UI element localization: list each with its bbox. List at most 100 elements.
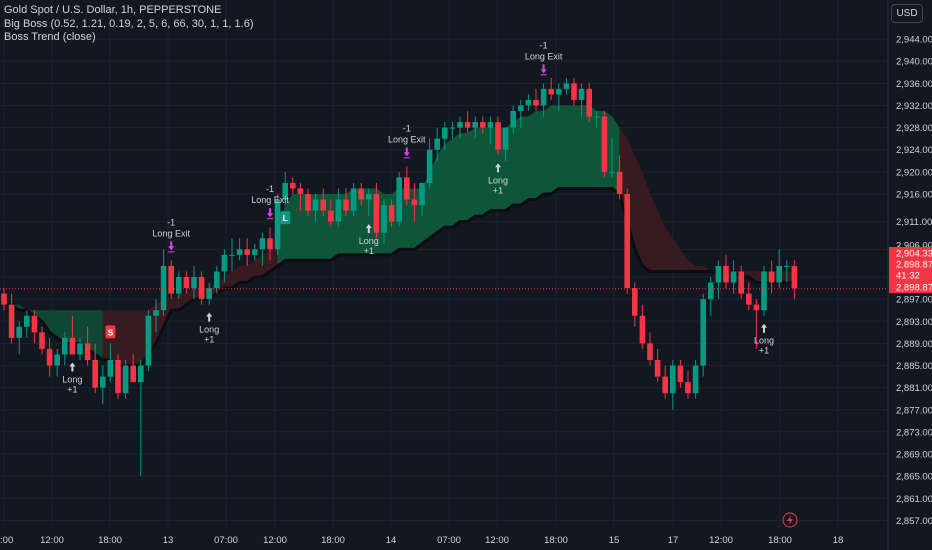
- candle-body: [761, 271, 767, 311]
- candle-body: [373, 194, 380, 233]
- price-label-bg: [889, 281, 932, 293]
- candle-body: [8, 304, 15, 338]
- badge-text: S: [108, 327, 114, 337]
- candle-body: [632, 288, 638, 316]
- candle-body: [502, 127, 509, 150]
- candle-body: [31, 315, 38, 333]
- candle-body: [457, 122, 463, 128]
- x-tick-label: 13: [163, 535, 174, 546]
- x-tick-label: 17: [668, 535, 679, 546]
- badge-text: L: [283, 213, 288, 223]
- candle-body: [138, 365, 144, 383]
- candle-body: [685, 382, 691, 394]
- exit-count: -1: [540, 40, 548, 50]
- price-axis[interactable]: 2,944.00 2,940.00 2,936.00 2,932.00 2,928.00…: [887, 0, 932, 550]
- candle-body: [274, 199, 281, 250]
- candle-body: [122, 365, 129, 394]
- candle-body: [708, 282, 714, 300]
- long-label: Long: [488, 175, 508, 185]
- candle-body: [548, 88, 554, 95]
- exit-count: -1: [403, 123, 411, 133]
- candle-body: [647, 343, 653, 360]
- candle-body: [624, 194, 630, 289]
- candle-body: [510, 111, 516, 128]
- candle-body: [609, 171, 615, 173]
- y-tick-label: 2,944.00: [896, 35, 932, 46]
- y-tick-label: 2,869.00: [896, 450, 932, 461]
- exit-arrow-icon: [267, 208, 273, 218]
- candle-body: [776, 265, 782, 283]
- candle-body: [381, 205, 387, 233]
- candle-body: [540, 88, 547, 106]
- y-tick-label: 2,928.00: [896, 123, 932, 134]
- x-tick-label: 07:00: [437, 535, 461, 546]
- price-label: 2,898.87: [896, 260, 932, 271]
- y-tick-label: 2,885.00: [896, 361, 932, 372]
- candle-body: [449, 127, 456, 129]
- candle-body: [54, 354, 60, 366]
- indicator-boss-trend[interactable]: Boss Trend (close): [4, 31, 96, 43]
- long-arrow-icon: [206, 312, 213, 322]
- candle-body: [426, 149, 433, 183]
- candle-body: [768, 271, 775, 283]
- candle-body: [100, 376, 106, 388]
- candle-body: [396, 177, 402, 222]
- long-count: +1: [364, 246, 374, 256]
- candle-body: [183, 277, 190, 289]
- candles: [0, 77, 888, 477]
- long-label: Long: [754, 336, 774, 346]
- indicator-big-boss[interactable]: Big Boss (0.52, 1.21, 0.19, 2, 5, 6, 66,…: [4, 17, 254, 30]
- y-tick-label: 2,916.00: [896, 190, 932, 201]
- lightning-icon: [782, 512, 798, 528]
- exit-label: Long Exit: [525, 51, 563, 61]
- price-label-bg: [889, 269, 932, 281]
- candle-body: [282, 182, 288, 200]
- y-tick-label: 2,873.00: [896, 427, 932, 438]
- candle-body: [692, 365, 699, 394]
- y-tick-label: 2,936.00: [896, 79, 932, 90]
- candle-body: [320, 199, 326, 211]
- candle-body: [388, 205, 395, 222]
- candle-body: [518, 105, 524, 111]
- candle-body: [69, 337, 76, 355]
- exit-label: Long Exit: [152, 228, 190, 238]
- exit-arrow-icon: [168, 241, 175, 251]
- candle-body: [556, 88, 562, 95]
- candle-body: [639, 315, 646, 344]
- candle-body: [594, 116, 600, 118]
- time-axis[interactable]: 2:00 12:00 18:00 13 07:00 12:00 18:00 14 07:00 12…: [0, 512, 844, 546]
- candle-body: [221, 254, 228, 272]
- exit-count: -1: [266, 184, 274, 194]
- long-count: +1: [204, 335, 214, 345]
- lightning-icon-ring: [782, 512, 798, 528]
- candle-body: [107, 360, 114, 377]
- grid: [0, 0, 888, 528]
- candle-body: [259, 238, 266, 250]
- candle-body: [670, 365, 676, 394]
- candle-body: [730, 271, 737, 283]
- y-tick-label: 2,897.00: [896, 295, 932, 306]
- candle-body: [297, 188, 304, 194]
- symbol-title[interactable]: Gold Spot / U.S. Dollar, 1h, PEPPERSTONE: [4, 4, 222, 16]
- candle-body: [145, 315, 152, 366]
- candle-body: [267, 238, 273, 250]
- y-tick-label: 2,861.00: [896, 494, 932, 505]
- y-tick-label: 2,940.00: [896, 57, 932, 68]
- candle-body: [305, 194, 311, 211]
- price-label-bg: [889, 247, 932, 259]
- candle-body: [480, 122, 486, 128]
- candle-body: [533, 99, 539, 106]
- x-tick-label: 18: [833, 535, 844, 546]
- candle-body: [472, 122, 478, 128]
- candle-body: [586, 88, 592, 117]
- y-tick-label: 2,924.00: [896, 145, 932, 156]
- candle-body: [350, 188, 357, 211]
- long-count: +1: [67, 384, 77, 394]
- candle-body: [715, 265, 722, 283]
- long-label: Long: [359, 236, 379, 246]
- currency-button[interactable]: USD: [891, 4, 923, 23]
- candle-body: [153, 310, 159, 316]
- candle-body: [700, 299, 706, 366]
